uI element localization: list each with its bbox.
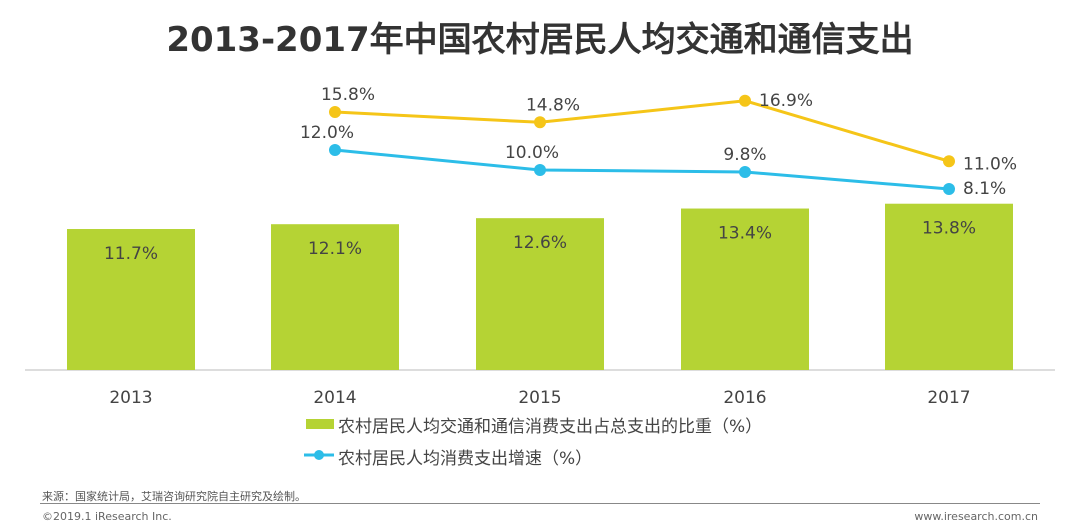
data-point (329, 144, 341, 156)
data-point (739, 94, 751, 107)
bar-label: 12.1% (308, 239, 362, 259)
x-tick-label: 2017 (927, 388, 970, 408)
bar (271, 224, 399, 370)
data-label: 14.8% (526, 95, 580, 115)
chart-title: 2013-2017年中国农村居民人均交通和通信支出 (166, 20, 914, 60)
series-line (334, 148, 950, 191)
data-point (943, 183, 955, 195)
bar (681, 208, 809, 370)
legend-bar: 农村居民人均交通和通信消费支出占总支出的比重（%） (338, 412, 762, 437)
data-point (943, 155, 955, 168)
series-line (334, 99, 950, 163)
data-point (739, 166, 751, 178)
x-tick-label: 2016 (723, 388, 766, 408)
legend-bar-label: 农村居民人均交通和通信消费支出占总支出的比重（%） (338, 417, 763, 437)
footer-divider (40, 503, 1040, 504)
legend-line-label: 农村居民人均消费支出增速（%） (338, 449, 593, 469)
data-label: 10.0% (505, 143, 559, 163)
bar-label: 13.4% (718, 224, 772, 244)
source-note: 来源：国家统计局，艾瑞咨询研究院自主研究及绘制。 (42, 490, 306, 503)
x-tick-label: 2013 (109, 388, 152, 408)
bar (885, 203, 1013, 370)
website: www.iresearch.com.cn (914, 510, 1038, 523)
bar-label: 11.7% (104, 244, 158, 264)
bar (67, 229, 195, 370)
data-label: 8.1% (963, 179, 1006, 199)
data-label: 9.8% (723, 145, 766, 165)
data-label: 12.0% (300, 123, 354, 143)
legend-bar-swatch (306, 419, 334, 429)
legend-line-marker (314, 450, 324, 460)
data-point (534, 164, 546, 176)
bar-label: 13.8% (922, 219, 976, 239)
bar (476, 218, 604, 370)
bar-label: 12.6% (513, 233, 567, 253)
x-tick-label: 2014 (313, 388, 356, 408)
chart: 11.7% 2013 12.1% 2014 12.6% 2015 13.4% 2016 13.8… (25, 85, 1055, 460)
data-point (534, 116, 546, 129)
data-label: 11.0% (963, 154, 1017, 174)
x-tick-label: 2015 (518, 388, 561, 408)
data-label: 15.8% (321, 85, 375, 105)
legend-line: 农村居民人均消费支出增速（%） (338, 444, 592, 469)
data-label: 16.9% (759, 91, 813, 111)
data-point (329, 106, 341, 119)
copyright: ©2019.1 iResearch Inc. (42, 510, 172, 523)
